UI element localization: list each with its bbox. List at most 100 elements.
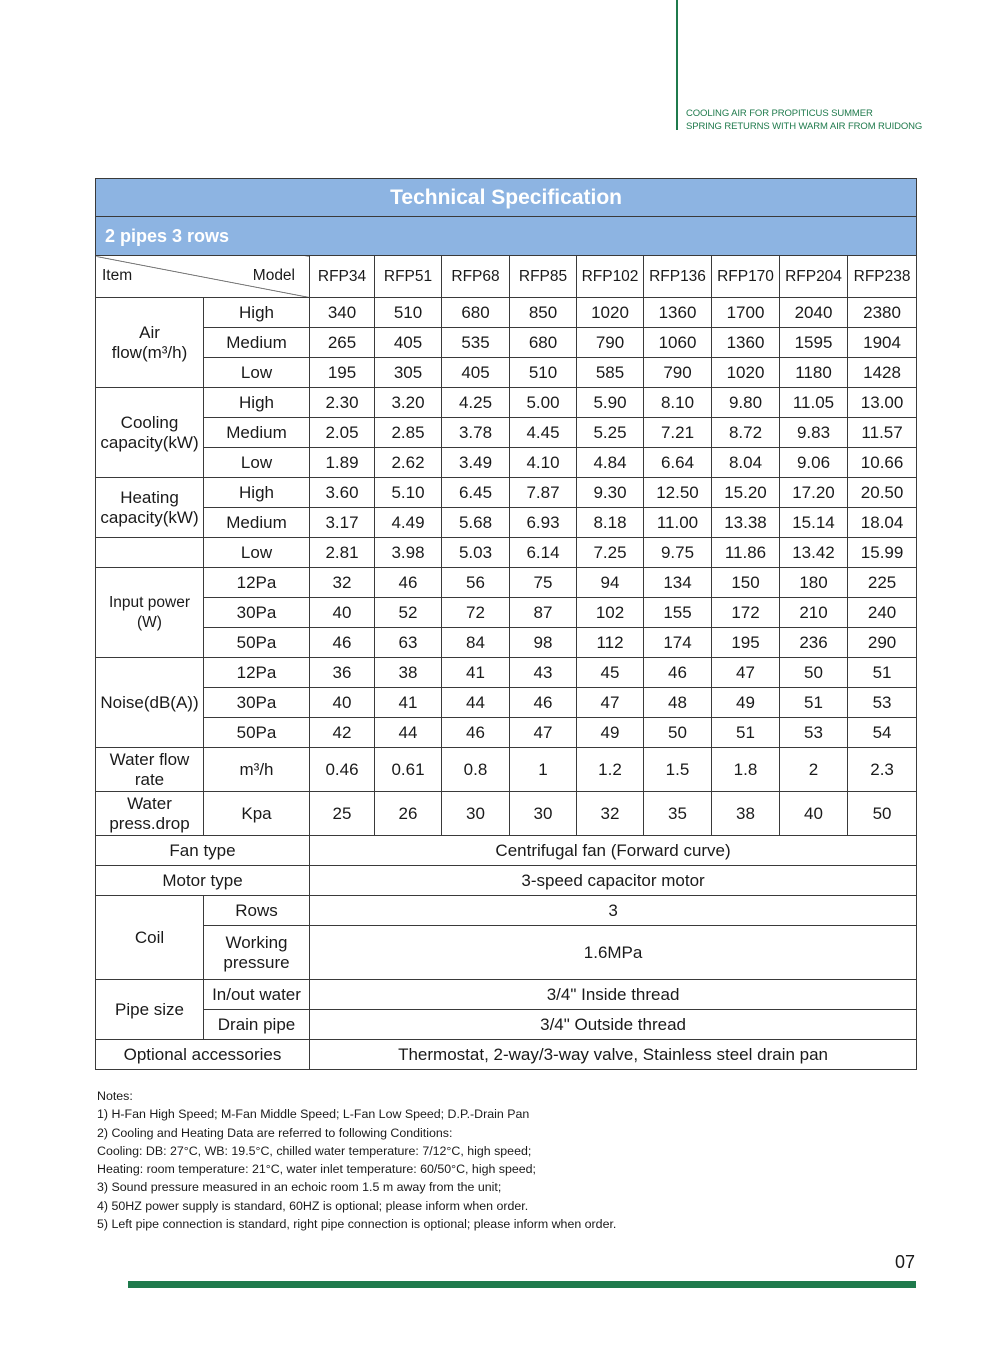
value-cell: 17.20 — [779, 477, 848, 508]
value-cell: 40 — [779, 791, 848, 836]
sub-label: 30Pa — [203, 597, 310, 628]
value-cell: 52 — [374, 597, 442, 628]
value-cell: 1 — [509, 747, 577, 792]
note-line: 4) 50HZ power supply is standard, 60HZ i… — [97, 1198, 529, 1213]
value-cell: 1020 — [576, 297, 644, 328]
value-cell: 15.20 — [711, 477, 780, 508]
value-cell: 3.20 — [374, 387, 442, 418]
value-cell: 53 — [779, 717, 848, 748]
value-cell: 9.80 — [711, 387, 780, 418]
value-cell: 4.45 — [509, 417, 577, 448]
pipe-drain-value: 3/4" Outside thread — [308, 1009, 918, 1040]
value-cell: 790 — [643, 357, 712, 388]
notes-title: Notes: — [97, 1089, 133, 1103]
value-cell: 50 — [643, 717, 712, 748]
value-cell: 51 — [711, 717, 780, 748]
value-cell: 225 — [846, 567, 918, 598]
value-cell: 1060 — [643, 327, 712, 358]
value-cell: 44 — [374, 717, 442, 748]
sub-label: Low — [203, 537, 310, 568]
header-divider — [676, 0, 678, 130]
value-cell: 3.17 — [309, 507, 375, 538]
value-cell: 5.25 — [576, 417, 644, 448]
optional-label: Optional accessories — [95, 1039, 310, 1070]
fan-type-value: Centrifugal fan (Forward curve) — [308, 835, 918, 866]
value-cell: 43 — [509, 657, 577, 688]
model-cell: RFP102 — [576, 255, 644, 298]
value-cell: 6.45 — [441, 477, 510, 508]
value-cell: 172 — [711, 597, 780, 628]
unit-label: Kpa — [203, 791, 310, 836]
sub-label: 12Pa — [203, 657, 310, 688]
value-cell: 150 — [711, 567, 780, 598]
value-cell: 10.66 — [846, 447, 918, 478]
heating-label: Heating capacity(kW) — [95, 477, 204, 538]
value-cell: 11.00 — [643, 507, 712, 538]
value-cell: 4.25 — [441, 387, 510, 418]
value-cell: 8.10 — [643, 387, 712, 418]
value-cell: 51 — [779, 687, 848, 718]
pipe-drain-label: Drain pipe — [203, 1009, 310, 1040]
spec-table: Technical Specification 2 pipes 3 rows I… — [94, 178, 918, 1070]
value-cell: 102 — [576, 597, 644, 628]
value-cell: 38 — [374, 657, 442, 688]
model-header-row: Item Model RFP34 RFP51 RFP68 RFP85 RFP10… — [95, 255, 918, 298]
value-cell: 2.30 — [309, 387, 375, 418]
value-cell: 2.05 — [309, 417, 375, 448]
value-cell: 32 — [309, 567, 375, 598]
fan-type-label: Fan type — [95, 835, 310, 866]
value-cell: 3.60 — [309, 477, 375, 508]
value-cell: 40 — [309, 687, 375, 718]
value-cell: 8.04 — [711, 447, 780, 478]
value-cell: 47 — [576, 687, 644, 718]
value-cell: 12.50 — [643, 477, 712, 508]
value-cell: 510 — [509, 357, 577, 388]
value-cell: 9.75 — [643, 537, 712, 568]
pipe-size-row: Pipe size In/out water 3/4" Inside threa… — [95, 979, 918, 1040]
value-cell: 236 — [779, 627, 848, 658]
value-cell: 195 — [711, 627, 780, 658]
note-line: 3) Sound pressure measured in an echoic … — [97, 1180, 502, 1195]
value-cell: 2.62 — [374, 447, 442, 478]
value-cell: 53 — [846, 687, 918, 718]
model-cell: RFP170 — [711, 255, 780, 298]
model-cell: RFP51 — [374, 255, 442, 298]
value-cell: 75 — [509, 567, 577, 598]
model-label: Model — [252, 267, 295, 284]
value-cell: 5.68 — [441, 507, 510, 538]
value-cell: 2.85 — [374, 417, 442, 448]
value-cell: 13.00 — [846, 387, 918, 418]
model-cell: RFP34 — [309, 255, 375, 298]
value-cell: 180 — [779, 567, 848, 598]
value-cell: 2380 — [846, 297, 918, 328]
value-cell: 45 — [576, 657, 644, 688]
sub-label: Medium — [203, 507, 310, 538]
motor-type-label: Motor type — [95, 865, 310, 896]
value-cell: 265 — [309, 327, 375, 358]
cooling-row: Medium 2.05 2.85 3.78 4.45 5.25 7.21 8.7… — [96, 417, 918, 448]
value-cell: 305 — [374, 357, 442, 388]
value-cell: 0.8 — [441, 747, 510, 792]
cooling-label: Cooling capacity(kW) — [95, 387, 204, 478]
coil-label: Coil — [95, 895, 204, 980]
footer-bar — [128, 1281, 916, 1288]
value-cell: 1.8 — [711, 747, 780, 792]
heating-row: Low 2.81 3.98 5.03 6.14 7.25 9.75 11.86 … — [95, 537, 918, 568]
value-cell: 5.00 — [509, 387, 577, 418]
coil-row: Coil Rows 3 — [95, 895, 918, 980]
value-cell: 4.84 — [576, 447, 644, 478]
air-flow-row: Medium 265 405 535 680 790 1060 1360 159… — [96, 327, 918, 358]
value-cell: 7.87 — [509, 477, 577, 508]
note-line: 5) Left pipe connection is standard, rig… — [97, 1217, 617, 1232]
air-flow-label: Air flow(m³/h) — [95, 297, 204, 388]
motor-type-row: Motor type 3-speed capacitor motor — [95, 865, 918, 896]
fan-type-row: Fan type Centrifugal fan (Forward curve) — [95, 835, 918, 866]
value-cell: 155 — [643, 597, 712, 628]
value-cell: 46 — [509, 687, 577, 718]
value-cell: 1700 — [711, 297, 780, 328]
value-cell: 3.49 — [441, 447, 510, 478]
value-cell: 47 — [711, 657, 780, 688]
value-cell: 1360 — [711, 327, 780, 358]
item-model-header: Item Model — [95, 255, 310, 298]
value-cell: 2.3 — [846, 747, 918, 792]
